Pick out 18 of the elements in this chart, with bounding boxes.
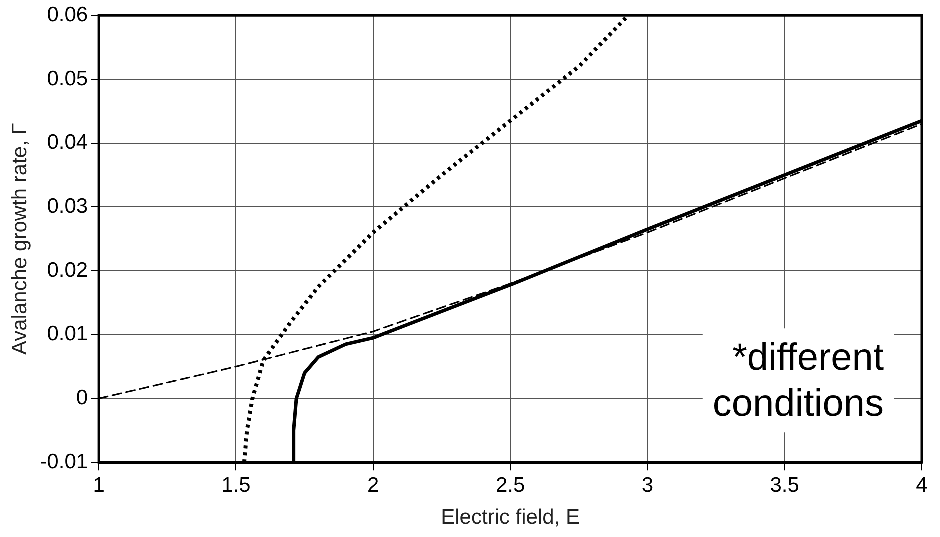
y-tick-label: 0.01 (47, 322, 88, 346)
x-axis-title: Electric field, E (441, 506, 580, 530)
y-tick-label: 0 (76, 386, 88, 410)
x-tick-label: 3 (642, 474, 654, 497)
x-tick-label: 1 (93, 474, 105, 497)
y-axis-title: Avalanche growth rate, Γ (8, 123, 32, 356)
x-tick-label: 2 (368, 474, 380, 497)
x-tick-label: 2.5 (496, 474, 526, 497)
y-tick-label: -0.01 (40, 450, 88, 474)
y-tick-label: 0.03 (47, 194, 88, 218)
annotation: *different conditions (712, 337, 884, 426)
y-tick-label: 0.04 (47, 131, 88, 154)
x-tick-label: 3.5 (770, 474, 800, 497)
y-tick-label: 0.02 (47, 258, 88, 282)
y-tick-label: 0.06 (47, 3, 88, 26)
x-tick-label: 4 (916, 474, 928, 497)
y-tick-label: 0.05 (47, 67, 88, 90)
x-tick-label: 1.5 (222, 474, 251, 497)
